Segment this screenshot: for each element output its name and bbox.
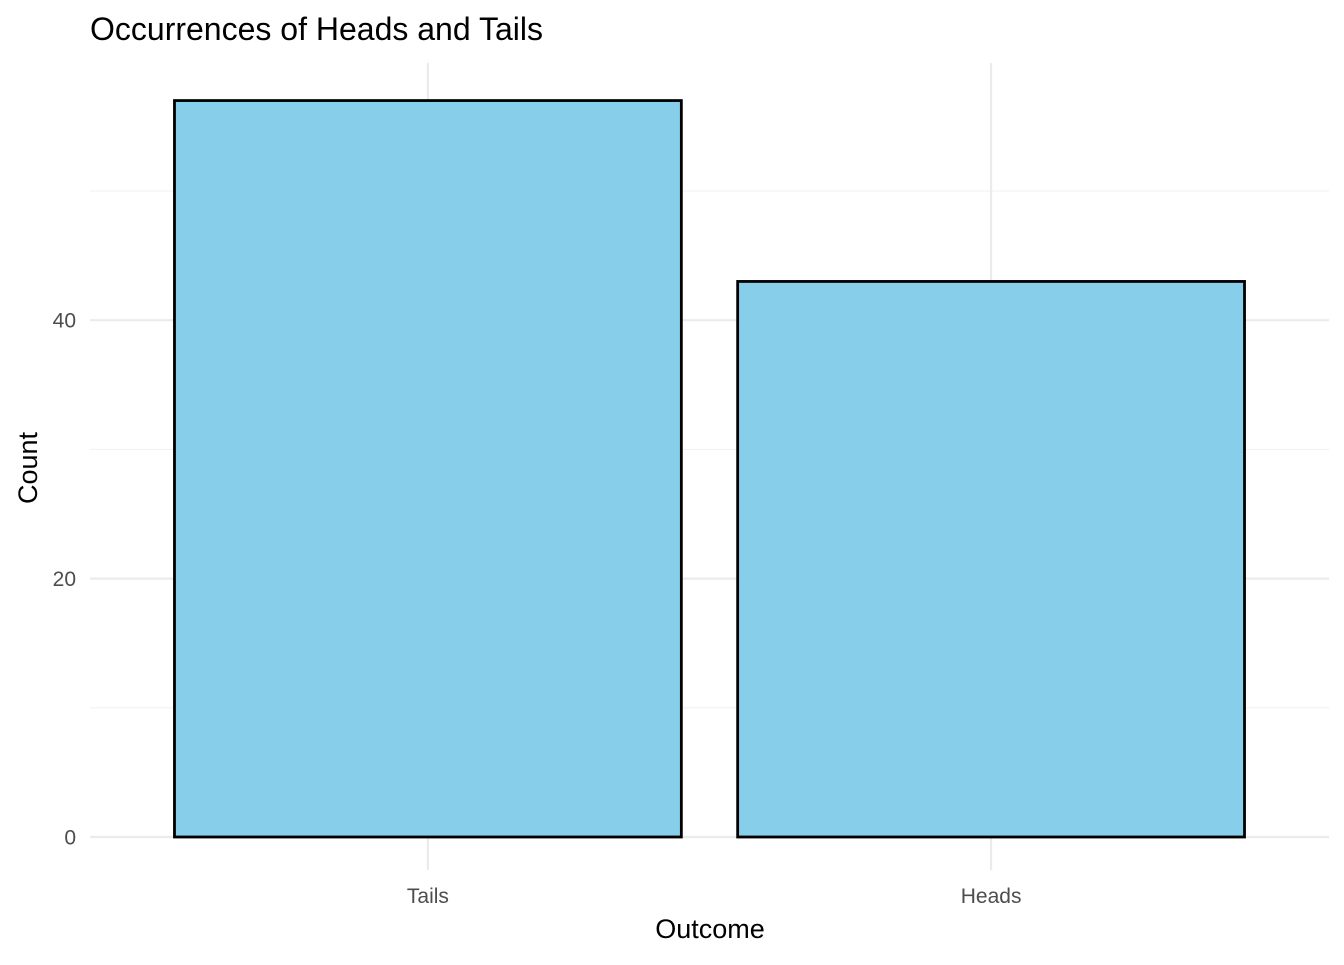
x-tick-label: Heads	[961, 885, 1022, 908]
y-axis-ticks: 0 20 40	[53, 310, 76, 850]
x-axis-title: Outcome	[655, 914, 765, 944]
chart-title: Occurrences of Heads and Tails	[90, 11, 543, 47]
bar-heads	[736, 280, 1246, 839]
y-tick-label: 20	[53, 568, 76, 591]
x-tick-label: Tails	[407, 885, 449, 908]
bar-tails	[173, 99, 683, 839]
y-tick-label: 40	[53, 310, 76, 333]
y-axis-title: Count	[13, 431, 43, 504]
bars	[173, 99, 1246, 839]
x-axis-ticks: Tails Heads	[407, 885, 1022, 908]
y-tick-label: 0	[64, 827, 76, 850]
